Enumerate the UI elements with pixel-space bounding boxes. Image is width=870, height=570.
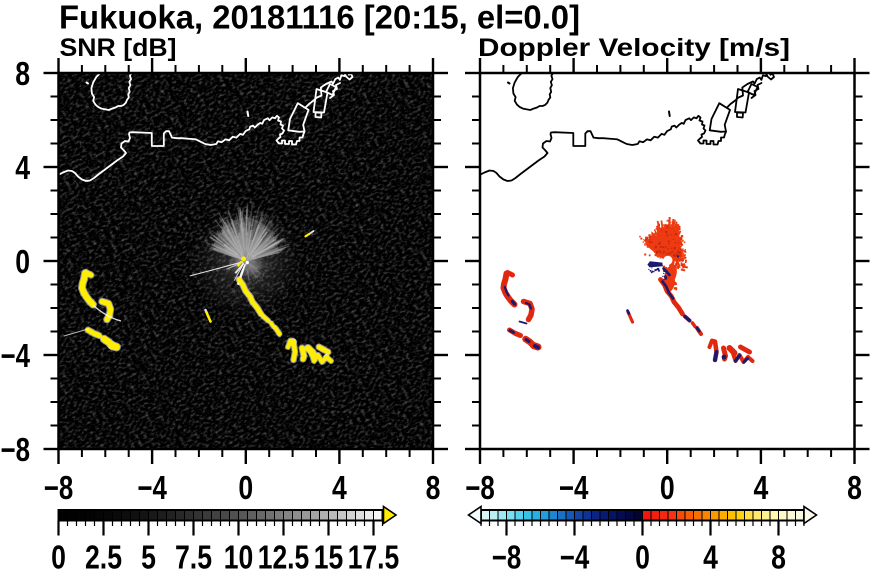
svg-text:0: 0 bbox=[238, 469, 253, 506]
svg-text:4: 4 bbox=[753, 469, 768, 506]
svg-text:−8: −8 bbox=[465, 469, 495, 506]
svg-text:8: 8 bbox=[771, 539, 786, 570]
svg-text:−4: −4 bbox=[559, 469, 589, 506]
svg-text:Fukuoka, 20181116 [20:15, el=0: Fukuoka, 20181116 [20:15, el=0.0] bbox=[59, 0, 580, 36]
svg-text:−4: −4 bbox=[1, 337, 31, 374]
svg-text:5: 5 bbox=[141, 539, 156, 570]
svg-text:−8: −8 bbox=[44, 469, 74, 506]
svg-text:12.5: 12.5 bbox=[258, 539, 310, 570]
svg-text:2.5: 2.5 bbox=[85, 539, 122, 570]
svg-text:0: 0 bbox=[660, 469, 675, 506]
svg-text:4: 4 bbox=[703, 539, 718, 570]
svg-text:SNR [dB]: SNR [dB] bbox=[60, 34, 177, 62]
svg-text:−8: −8 bbox=[492, 539, 522, 570]
svg-text:8: 8 bbox=[847, 469, 862, 506]
svg-text:0: 0 bbox=[51, 539, 66, 570]
svg-text:7.5: 7.5 bbox=[175, 539, 212, 570]
svg-text:Doppler Velocity [m/s]: Doppler Velocity [m/s] bbox=[478, 34, 790, 62]
svg-text:0: 0 bbox=[15, 243, 30, 280]
svg-text:15: 15 bbox=[314, 539, 344, 570]
svg-text:−4: −4 bbox=[137, 469, 167, 506]
svg-text:0: 0 bbox=[635, 539, 650, 570]
svg-text:4: 4 bbox=[15, 149, 30, 186]
svg-text:17.5: 17.5 bbox=[348, 539, 400, 570]
svg-text:4: 4 bbox=[332, 469, 347, 506]
svg-text:8: 8 bbox=[426, 469, 441, 506]
svg-text:−8: −8 bbox=[1, 431, 31, 468]
svg-text:10: 10 bbox=[224, 539, 254, 570]
svg-text:−4: −4 bbox=[560, 539, 590, 570]
svg-text:8: 8 bbox=[15, 55, 30, 92]
